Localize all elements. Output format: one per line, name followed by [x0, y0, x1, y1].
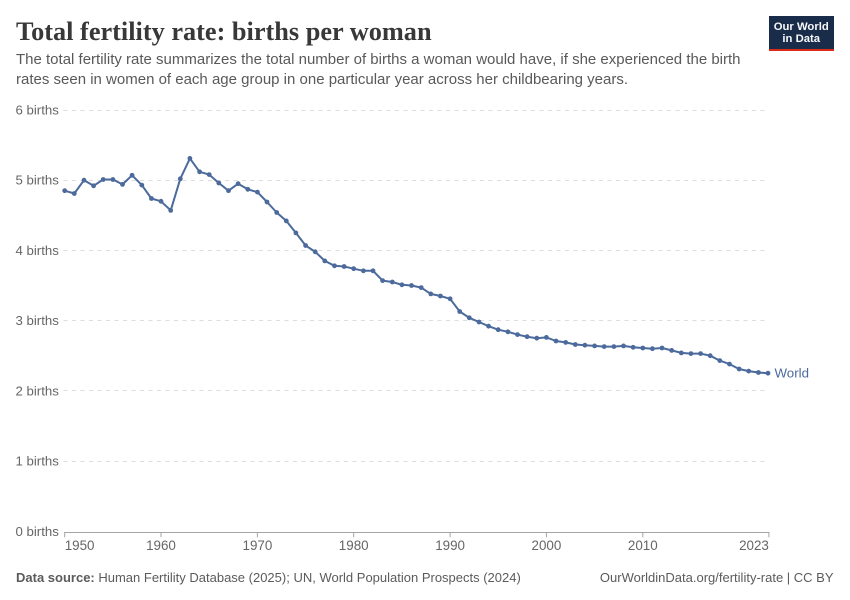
svg-text:6 births: 6 births	[16, 103, 60, 118]
svg-text:4 births: 4 births	[16, 243, 60, 258]
svg-text:2000: 2000	[532, 538, 562, 553]
svg-text:1990: 1990	[435, 538, 465, 553]
svg-text:1980: 1980	[339, 538, 369, 553]
svg-text:1950: 1950	[65, 538, 95, 553]
svg-text:1970: 1970	[243, 538, 273, 553]
svg-text:3 births: 3 births	[16, 313, 60, 328]
svg-text:World: World	[775, 366, 809, 381]
svg-text:2 births: 2 births	[16, 383, 60, 398]
svg-text:2010: 2010	[628, 538, 658, 553]
svg-text:2023: 2023	[739, 538, 769, 553]
svg-text:1 births: 1 births	[16, 454, 60, 469]
svg-text:5 births: 5 births	[16, 173, 60, 188]
svg-text:1960: 1960	[146, 538, 176, 553]
svg-text:0 births: 0 births	[16, 524, 60, 539]
